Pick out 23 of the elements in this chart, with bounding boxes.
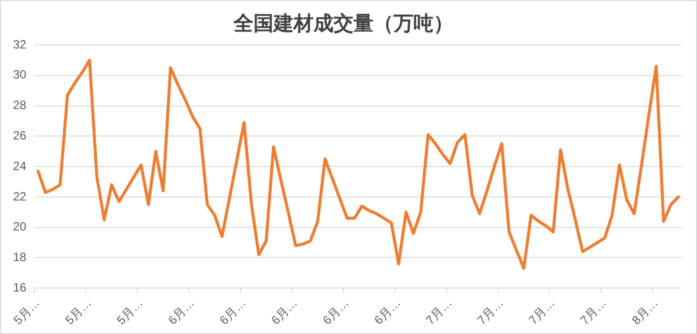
x-tick-label: 5月… <box>10 296 42 328</box>
x-tick-label: 7月… <box>526 296 558 328</box>
x-tick-label: 7月… <box>423 296 455 328</box>
x-tick-label: 6月… <box>320 296 352 328</box>
x-tick-label: 6月… <box>216 296 249 328</box>
y-tick-label: 20 <box>12 220 27 234</box>
x-tick-label: 6月… <box>165 296 198 328</box>
y-tick-label: 32 <box>12 37 27 52</box>
x-tick-label: 8月… <box>629 296 661 328</box>
y-tick-label: 30 <box>12 68 27 82</box>
x-tick-label: 7月… <box>578 296 610 328</box>
x-tick-label: 6月… <box>268 296 300 328</box>
x-tick-label: 6月… <box>372 296 404 328</box>
chart-title: 全国建材成交量（万吨） <box>232 11 454 36</box>
y-tick-label: 22 <box>12 189 27 204</box>
x-tick-label: 7月… <box>474 296 506 328</box>
y-tick-label: 28 <box>12 98 27 112</box>
y-tick-label: 16 <box>12 280 27 294</box>
x-tick-label: 5月… <box>62 296 94 328</box>
y-tick-label: 18 <box>12 250 27 264</box>
y-tick-label: 24 <box>12 158 27 173</box>
y-tick-label: 26 <box>12 128 27 142</box>
x-tick-label: 5月… <box>114 296 146 328</box>
